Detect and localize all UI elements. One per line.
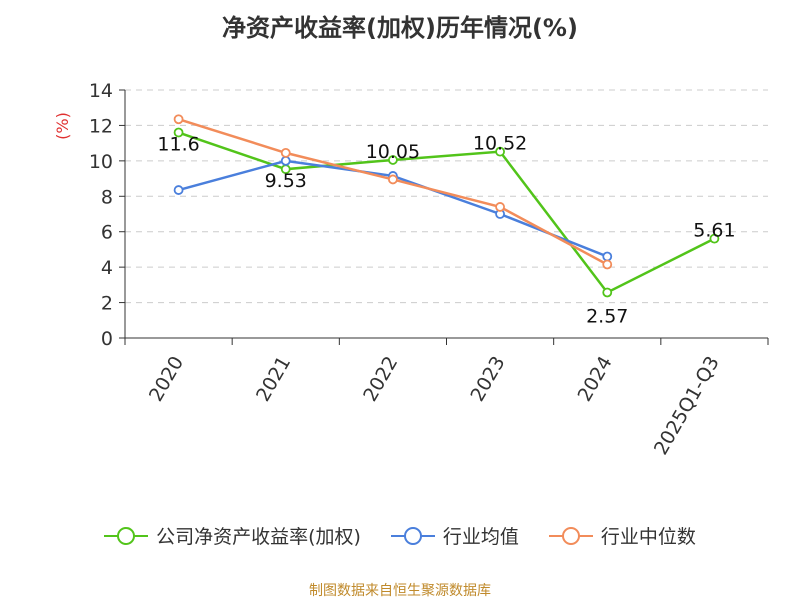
- series-point-0: [602, 287, 613, 298]
- series-point-2: [388, 174, 398, 185]
- series-point-0: [495, 146, 505, 157]
- series-point-2: [173, 114, 184, 125]
- series-point-0: [388, 155, 398, 165]
- legend-marker-icon: [548, 526, 593, 545]
- data-label: 9.53: [265, 170, 307, 192]
- x-tick-label: 2022: [359, 353, 402, 406]
- legend-item-2[interactable]: 行业中位数: [548, 522, 696, 549]
- legend-item-0[interactable]: 公司净资产收益率(加权): [104, 522, 361, 549]
- series-point-0: [709, 233, 720, 244]
- series-group: [173, 114, 720, 298]
- series-point-2: [495, 202, 505, 212]
- x-tick-label: 2021: [252, 353, 295, 406]
- data-labels: 11.6 9.53 10.05 10.52 2.57 5.61: [157, 133, 735, 328]
- legend-marker-icon: [104, 526, 149, 545]
- data-label: 10.05: [366, 141, 420, 163]
- y-tick-label: 6: [101, 222, 113, 244]
- y-tick-label: 2: [101, 293, 113, 315]
- source-note: 制图数据来自恒生聚源数据库: [309, 583, 491, 599]
- series-point-2: [602, 259, 613, 270]
- y-tick-label: 10: [89, 151, 113, 173]
- y-tick-label: 14: [89, 80, 113, 102]
- line-chart: 0 2 4 6 8 10 12 14 (%) 2020 2021 2022 2023 2024 2025Q1…: [53, 80, 769, 459]
- data-label: 5.61: [693, 220, 735, 242]
- series-point-1: [280, 155, 291, 166]
- series-point-1: [173, 185, 184, 195]
- data-label: 10.52: [473, 133, 527, 155]
- series-point-1: [602, 251, 613, 262]
- series-point-2: [280, 147, 291, 158]
- y-tick-label: 4: [101, 257, 113, 279]
- chart-title: 净资产收益率(加权)历年情况(%): [222, 14, 578, 42]
- x-tick-label: 2023: [466, 353, 509, 406]
- data-label: 2.57: [586, 305, 628, 327]
- legend-label: 行业中位数: [600, 526, 696, 548]
- y-unit-label: (%): [53, 112, 72, 140]
- x-tick-label: 2020: [145, 353, 188, 406]
- data-label: 11.6: [157, 134, 199, 156]
- x-tick-label: 2025Q1-Q3: [650, 353, 724, 459]
- legend-marker-icon: [390, 526, 435, 545]
- y-tick-label: 0: [101, 328, 113, 350]
- grid-lines: [125, 89, 768, 304]
- legend-label: 公司净资产收益率(加权): [156, 526, 361, 548]
- x-tick-label: 2024: [574, 353, 617, 406]
- series-point-0: [173, 127, 184, 138]
- legend-item-1[interactable]: 行业均值: [390, 522, 519, 549]
- legend: 公司净资产收益率(加权) 行业均值 行业中位数: [0, 522, 800, 549]
- legend-label: 行业均值: [442, 526, 519, 548]
- y-tick-label: 12: [89, 115, 113, 137]
- y-tick-label: 8: [101, 186, 113, 208]
- series-line-0: [178, 131, 715, 295]
